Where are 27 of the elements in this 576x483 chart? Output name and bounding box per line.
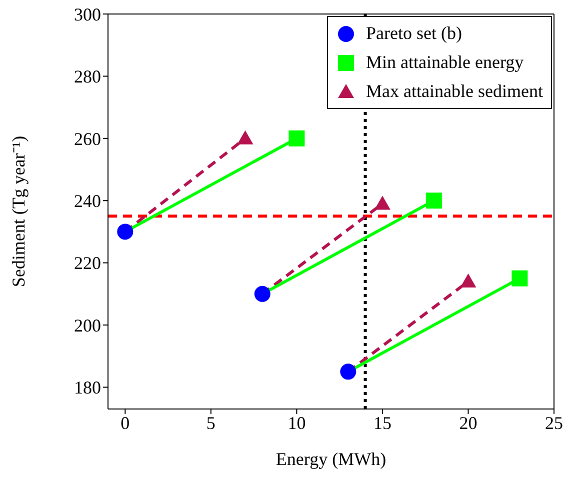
point	[426, 192, 442, 209]
y-tick-label: 260	[74, 128, 101, 149]
x-axis-title: Energy (MWh)	[276, 449, 386, 469]
x-tick-label: 0	[120, 412, 130, 433]
legend-label: Min attainable energy	[366, 51, 524, 74]
point	[512, 270, 528, 286]
x-tick-label: 15	[373, 412, 392, 433]
x-tick-label: 25	[545, 412, 563, 433]
y-tick-label: 220	[74, 253, 101, 274]
y-tick-label: 280	[74, 66, 101, 87]
y-tick-label: 300	[74, 4, 101, 24]
point	[288, 130, 305, 146]
point	[340, 364, 356, 380]
point	[254, 286, 270, 302]
y-axis-title: Sediment (Tg year⁻¹)	[8, 136, 28, 288]
legend-label: Pareto set (b)	[366, 22, 462, 45]
legend-label: Max attainable sediment	[366, 80, 543, 103]
x-tick-label: 5	[206, 412, 216, 433]
point	[237, 130, 254, 144]
x-tick-label: 20	[459, 412, 478, 433]
x-tick-label: 10	[288, 412, 306, 433]
y-tick-label: 180	[74, 378, 101, 398]
point	[117, 224, 134, 240]
y-tick-label: 240	[74, 191, 101, 212]
y-tick-label: 200	[74, 315, 101, 336]
point	[374, 196, 390, 210]
point	[460, 273, 476, 288]
